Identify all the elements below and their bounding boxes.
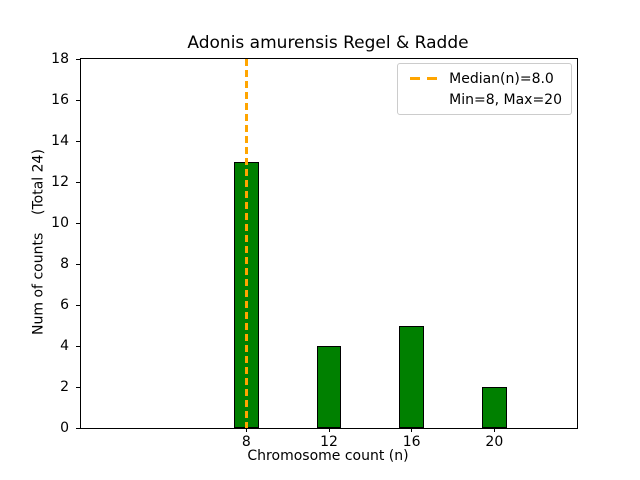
y-tick-label-18: 18 [51, 50, 69, 67]
x-tick-label-16: 16 [402, 434, 421, 450]
plot-area: Median(n)=8.0 Min=8, Max=20 [80, 58, 578, 429]
bar-n12 [316, 346, 342, 428]
x-tick-mark-8 [245, 428, 247, 432]
median-line [245, 59, 248, 428]
y-tick-mark-14 [76, 140, 80, 142]
y-tick-mark-0 [76, 427, 80, 429]
bar-n16 [399, 325, 425, 428]
y-tick-mark-8 [76, 263, 80, 265]
y-tick-mark-2 [76, 386, 80, 388]
y-tick-label-6: 6 [60, 296, 69, 313]
y-tick-mark-6 [76, 304, 80, 306]
y-tick-label-0: 0 [60, 419, 69, 436]
y-tick-label-4: 4 [60, 337, 69, 354]
x-tick-mark-16 [411, 428, 413, 432]
y-tick-label-8: 8 [60, 255, 69, 272]
x-tick-mark-20 [493, 428, 495, 432]
dashed-line-icon [410, 77, 438, 80]
y-tick-mark-16 [76, 99, 80, 101]
x-axis-label: Chromosome count (n) [247, 448, 409, 464]
legend-entry-1: Min=8, Max=20 [406, 89, 562, 110]
y-tick-label-14: 14 [51, 132, 69, 149]
y-tick-mark-4 [76, 345, 80, 347]
x-tick-label-12: 12 [320, 434, 338, 450]
y-tick-label-12: 12 [51, 173, 69, 190]
x-tick-label-20: 20 [485, 434, 504, 450]
x-tick-mark-12 [328, 428, 330, 432]
chart-title: Adonis amurensis Regel & Radde [187, 33, 469, 53]
y-axis-label: Num of counts (Total 24) [30, 149, 47, 335]
y-tick-label-2: 2 [60, 378, 69, 395]
legend-label-0: Median(n)=8.0 [449, 70, 554, 87]
x-tick-label-8: 8 [241, 434, 251, 450]
y-tick-label-16: 16 [51, 91, 69, 108]
legend: Median(n)=8.0 Min=8, Max=20 [397, 63, 572, 115]
legend-label-1: Min=8, Max=20 [449, 91, 562, 108]
legend-entry-0: Median(n)=8.0 [406, 68, 562, 89]
bar-n20 [481, 387, 507, 428]
y-tick-mark-18 [76, 58, 80, 60]
y-tick-mark-10 [76, 222, 80, 224]
dashed-line-sample [410, 77, 438, 80]
y-tick-mark-12 [76, 181, 80, 183]
y-tick-label-10: 10 [51, 214, 69, 231]
